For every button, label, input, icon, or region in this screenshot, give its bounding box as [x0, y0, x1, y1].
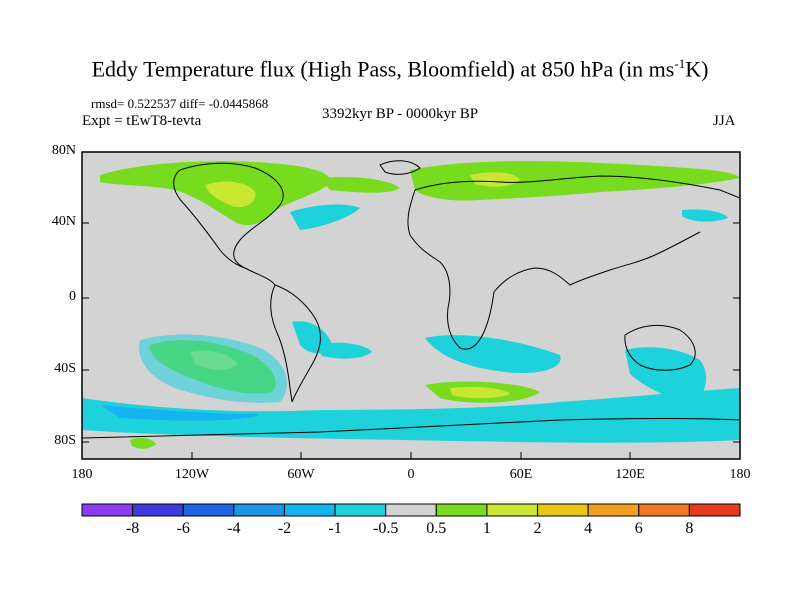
colorbar-box: [132, 503, 184, 517]
field-north-america-core: [205, 181, 256, 208]
lon-tick-label: 180: [71, 467, 93, 482]
lon-tick-label: 120E: [615, 467, 645, 482]
colorbar-label: -0.5: [373, 520, 399, 537]
colorbar-label: -8: [125, 520, 140, 537]
colorbar-label: 6: [634, 520, 643, 537]
experiment-label: Expt = tEwT8-tevta: [82, 113, 202, 129]
field-southern-ocean-deep: [100, 405, 260, 421]
field-north-cyan-2: [682, 209, 728, 222]
colorbar-box: [638, 503, 690, 517]
colorbar-label: -4: [227, 520, 241, 537]
anomaly-field: [82, 161, 740, 449]
lon-tick-marks: [81, 452, 741, 459]
colorbar-box: [334, 503, 387, 517]
colorbar-label: 0.5: [426, 520, 447, 537]
colorbar-box: [486, 503, 539, 517]
field-eurasia-positive: [410, 161, 740, 201]
field-south-indian-cyan: [425, 335, 561, 374]
field-south-atlantic-cyan: [315, 342, 372, 359]
period-label: 3392kyr BP - 0000kyr BP: [322, 106, 479, 122]
colorbar-box: [81, 503, 134, 517]
map-title: Eddy Temperature flux (High Pass, Bloomf…: [91, 56, 709, 82]
lon-tick-label: 0: [407, 467, 415, 482]
field-australia-cyan: [625, 347, 707, 405]
stats-label: rmsd= 0.522537 diff= -0.0445868: [91, 96, 269, 111]
colorbar-box: [537, 503, 589, 517]
colorbar-box: [182, 503, 235, 517]
colorbar-label: -1: [328, 520, 342, 537]
lon-tick-label: 60E: [509, 467, 533, 482]
lon-tick-label: 180: [729, 467, 751, 482]
lat-tick-marks: [82, 151, 740, 443]
lon-tick-label: 120W: [174, 467, 210, 482]
coastlines: [82, 160, 740, 439]
lat-tick-label: 80S: [54, 433, 76, 448]
colorbar-label: -2: [277, 520, 292, 537]
colorbar-box: [233, 503, 285, 517]
field-south-pacific-cyan: [139, 334, 288, 403]
field-eurasia-core: [470, 172, 520, 187]
colorbar-label: 8: [685, 520, 694, 537]
colorbar-box: [688, 503, 741, 517]
colorbar-label: -6: [176, 520, 190, 537]
lat-tick-label: 40N: [51, 214, 76, 229]
field-atlantic-positive: [320, 177, 400, 193]
field-southern-ocean-band: [82, 388, 740, 443]
colorbar-box: [587, 503, 640, 517]
colorbar-box: [435, 503, 488, 517]
field-antarctic-positive: [130, 437, 156, 449]
colorbar-box: [283, 503, 336, 517]
season-label: JJA: [713, 113, 736, 129]
field-south-indian-core: [450, 386, 510, 399]
colorbar-box: [385, 503, 437, 517]
lat-tick-label: 80N: [51, 143, 76, 158]
lat-tick-label: 0: [69, 289, 76, 304]
colorbar-label: 1: [482, 520, 491, 537]
colorbar-label: 2: [533, 520, 542, 537]
field-north-cyan-1: [290, 204, 360, 230]
colorbar-label: 4: [584, 520, 593, 537]
lat-tick-label: 40S: [54, 361, 76, 376]
lon-tick-label: 60W: [287, 467, 315, 482]
